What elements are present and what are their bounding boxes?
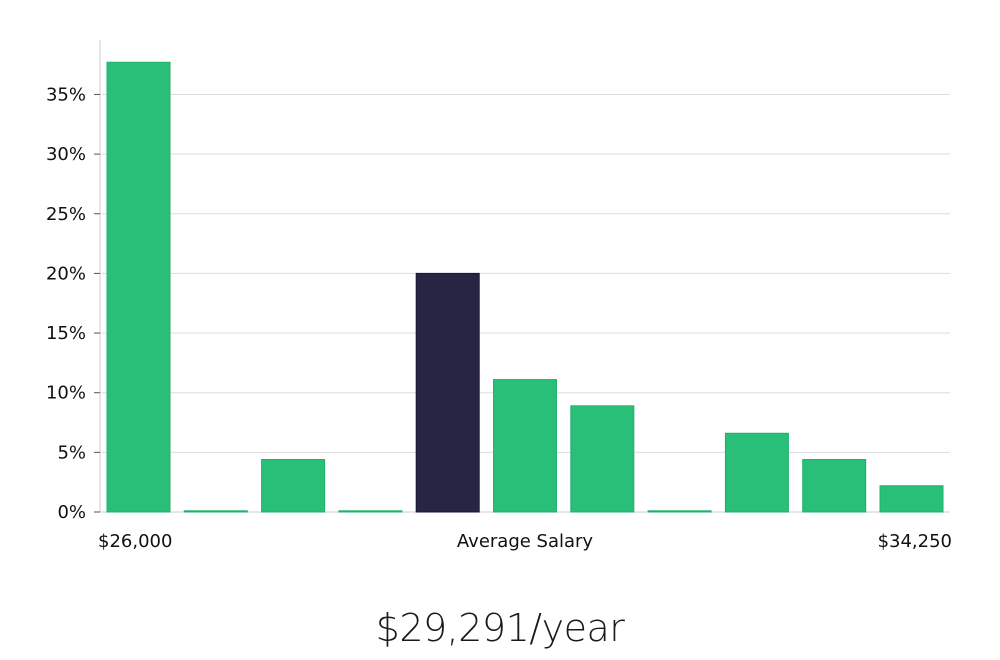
- y-tick-label: 0%: [57, 502, 86, 523]
- y-tick-label: 10%: [46, 383, 86, 404]
- y-tick-label: 35%: [46, 84, 86, 105]
- x-label-min: $26,000: [98, 531, 172, 552]
- bar: [261, 459, 326, 513]
- bar: [338, 510, 403, 513]
- y-tick-label: 15%: [46, 323, 86, 344]
- x-label-max: $34,250: [878, 531, 952, 552]
- bar: [570, 405, 635, 513]
- y-tick-label: 5%: [57, 442, 86, 463]
- x-label-average: Average Salary: [457, 531, 594, 552]
- y-tick-label: 20%: [46, 263, 86, 284]
- bar: [879, 485, 944, 513]
- salary-histogram: 0% 5% 10% 15% 20% 25% 30% 35% $26,000 Average S…: [46, 40, 952, 552]
- bar: [493, 379, 557, 513]
- bar: [183, 510, 248, 513]
- bars: [106, 61, 944, 513]
- bar: [106, 61, 171, 513]
- bar: [647, 510, 712, 513]
- y-tick-label: 25%: [46, 204, 86, 225]
- bar: [724, 432, 789, 513]
- grid-lines: [100, 93, 950, 453]
- bar: [802, 459, 867, 513]
- y-tick-label: 30%: [46, 144, 86, 165]
- y-tick-labels: 0% 5% 10% 15% 20% 25% 30% 35%: [46, 84, 100, 523]
- bar-average-highlight: [415, 272, 480, 513]
- average-salary-headline: $29,291/year: [375, 606, 625, 650]
